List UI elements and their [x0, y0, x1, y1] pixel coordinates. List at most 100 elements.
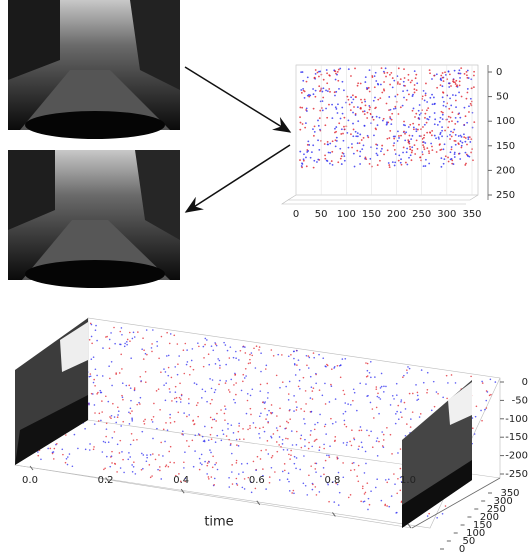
event-dot	[486, 391, 489, 393]
event-dot	[132, 331, 135, 334]
event-dot	[116, 443, 119, 446]
event-dot	[467, 138, 470, 141]
event-dot	[250, 491, 253, 494]
event-dot	[295, 457, 298, 459]
event-dot	[428, 512, 430, 515]
event-dot	[406, 369, 408, 371]
event-dot	[386, 71, 389, 74]
event-dot	[173, 420, 176, 423]
event-dot	[365, 375, 368, 378]
event-dot	[37, 451, 39, 453]
event-dot	[278, 436, 281, 438]
event-dot	[165, 355, 168, 357]
event-dot	[151, 350, 153, 353]
event-dot	[142, 454, 145, 456]
event-dot	[308, 441, 310, 444]
event-dot	[206, 339, 208, 341]
event-dot	[422, 146, 425, 148]
event-dot	[308, 144, 311, 146]
event-dot	[428, 152, 431, 154]
event-dot	[118, 452, 121, 454]
event-dot	[373, 134, 375, 137]
event-dot	[481, 380, 483, 383]
event-dot	[272, 354, 275, 357]
event-dot	[224, 382, 227, 384]
event-dot	[299, 128, 302, 131]
event-dot	[315, 438, 318, 441]
event-dot	[286, 420, 288, 423]
event-dot	[397, 159, 400, 162]
event-dot	[441, 118, 444, 121]
event-dot	[410, 418, 412, 420]
event-dot	[426, 515, 429, 517]
event-dot	[209, 402, 212, 405]
event-dot	[322, 96, 325, 99]
event-dot	[288, 490, 291, 492]
event-dot	[152, 329, 154, 331]
event-dot	[403, 68, 405, 71]
event-dot	[311, 445, 314, 448]
event-dot	[450, 130, 452, 133]
event-dot	[447, 156, 449, 159]
event-dot	[53, 447, 56, 450]
event-dot	[386, 137, 389, 140]
event-dot	[475, 405, 478, 408]
event-dot	[37, 454, 40, 457]
event-dot	[206, 400, 208, 403]
event-dot	[447, 82, 450, 85]
event-dot	[181, 433, 183, 435]
event-dot	[337, 68, 340, 71]
event-dot	[106, 335, 108, 338]
event-dot	[454, 140, 457, 142]
event-dot	[346, 132, 349, 134]
event-dot	[372, 99, 375, 102]
event-dot	[301, 163, 304, 165]
event-dot	[204, 390, 207, 393]
event-dot	[425, 82, 427, 85]
event-dot	[265, 449, 267, 451]
event-dot	[380, 67, 383, 70]
event-dot	[439, 133, 442, 136]
event-dot	[312, 387, 315, 389]
event-dot	[302, 158, 305, 161]
event-dot	[151, 475, 153, 477]
event-dot	[366, 134, 369, 137]
event-dot	[326, 72, 328, 75]
event-dot	[336, 112, 339, 114]
event-dot	[481, 382, 484, 384]
event-dot	[364, 450, 367, 453]
event-dot	[439, 116, 442, 119]
event-dot	[292, 489, 295, 492]
event-dot	[155, 390, 158, 392]
event-dot	[343, 155, 346, 158]
event-dot	[426, 391, 428, 394]
event-dot	[426, 131, 429, 134]
event-dot	[327, 483, 329, 486]
event-dot	[370, 376, 372, 379]
event-dot	[150, 418, 153, 421]
event-dot	[126, 343, 128, 346]
event-dot	[448, 107, 451, 110]
event-dot	[428, 69, 431, 71]
event-dot	[259, 390, 262, 392]
x-tick	[331, 512, 336, 517]
event-dot	[131, 470, 134, 473]
event-dot	[224, 405, 226, 407]
x-axis-label: time	[204, 515, 233, 530]
event-dot	[169, 445, 172, 448]
event-dot	[260, 352, 262, 355]
event-dot	[441, 512, 444, 515]
event-dot	[212, 349, 215, 352]
event-dot	[328, 401, 331, 403]
event-dot	[412, 93, 414, 96]
event-dot	[129, 456, 132, 458]
event-dot	[353, 438, 356, 441]
event-dot	[336, 458, 339, 460]
event-dot	[94, 412, 96, 414]
event-dot	[321, 100, 324, 103]
time-frame	[15, 318, 88, 465]
event-dot	[334, 78, 337, 81]
event-dot	[320, 475, 322, 478]
event-dot	[399, 161, 402, 164]
event-dot	[100, 391, 103, 394]
